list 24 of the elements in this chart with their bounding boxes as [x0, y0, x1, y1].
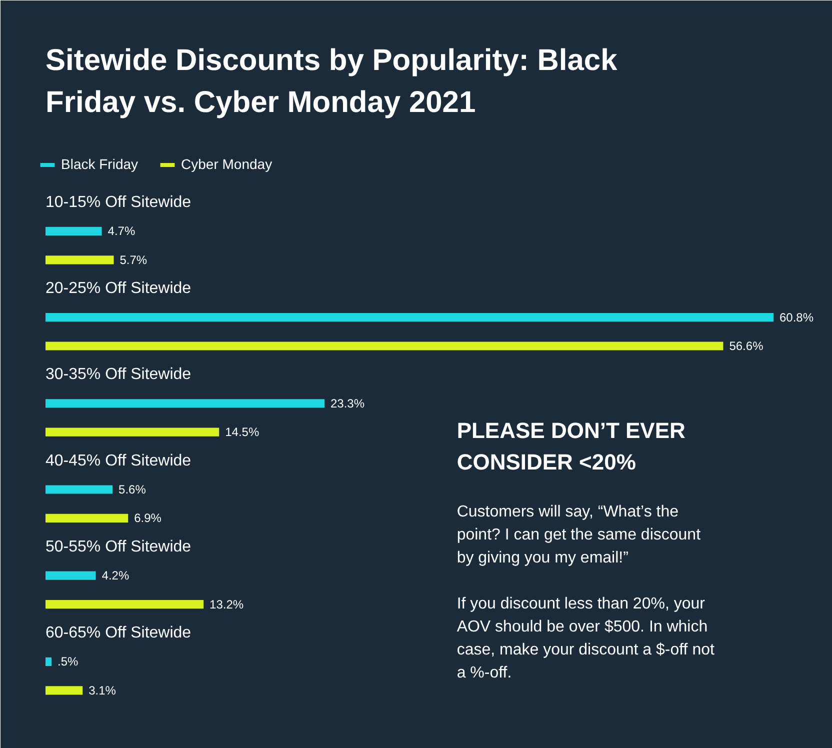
chart-title: Sitewide Discounts by Popularity: Black Friday vs. Cyber Monday 2021 — [46, 44, 618, 120]
data-label: 4.2% — [102, 568, 130, 583]
legend-label: Cyber Monday — [181, 156, 272, 172]
data-label: 4.7% — [108, 224, 136, 238]
legend-label: Black Friday — [61, 156, 138, 172]
y-tick-label: 10-15% Off Sitewide — [46, 194, 192, 211]
annotation: If you discount less than 20%, your AOV should be over $500. In which case, make your discount a $-off not a %-off. — [456, 596, 715, 682]
y-tick-label: 40-45% Off Sitewide — [46, 452, 192, 470]
y-tick-label: 50-55% Off Sitewide — [46, 538, 192, 556]
data-label: 5.7% — [120, 252, 148, 267]
data-label: 23.3% — [330, 396, 365, 410]
y-tick-label: 60-65% Off Sitewide — [46, 624, 192, 642]
y-tick-label: 30-35% Off Sitewide — [46, 366, 192, 384]
data-label: 13.2% — [210, 597, 244, 612]
data-label: 6.9% — [134, 511, 162, 526]
data-label: 3.1% — [88, 683, 116, 698]
annotation: PLEASE DON’T EVER CONSIDER <20% — [456, 418, 686, 474]
data-label: 56.6% — [729, 339, 764, 353]
annotation: Customers will say, “What’s the point? I can get the same discount by giving you my email!” — [456, 504, 702, 567]
data-label: 60.8% — [780, 310, 814, 324]
data-label: .5% — [57, 654, 78, 669]
data-label: 5.6% — [118, 482, 146, 496]
y-tick-label: 20-25% Off Sitewide — [46, 280, 192, 298]
data-label: 14.5% — [225, 425, 260, 440]
